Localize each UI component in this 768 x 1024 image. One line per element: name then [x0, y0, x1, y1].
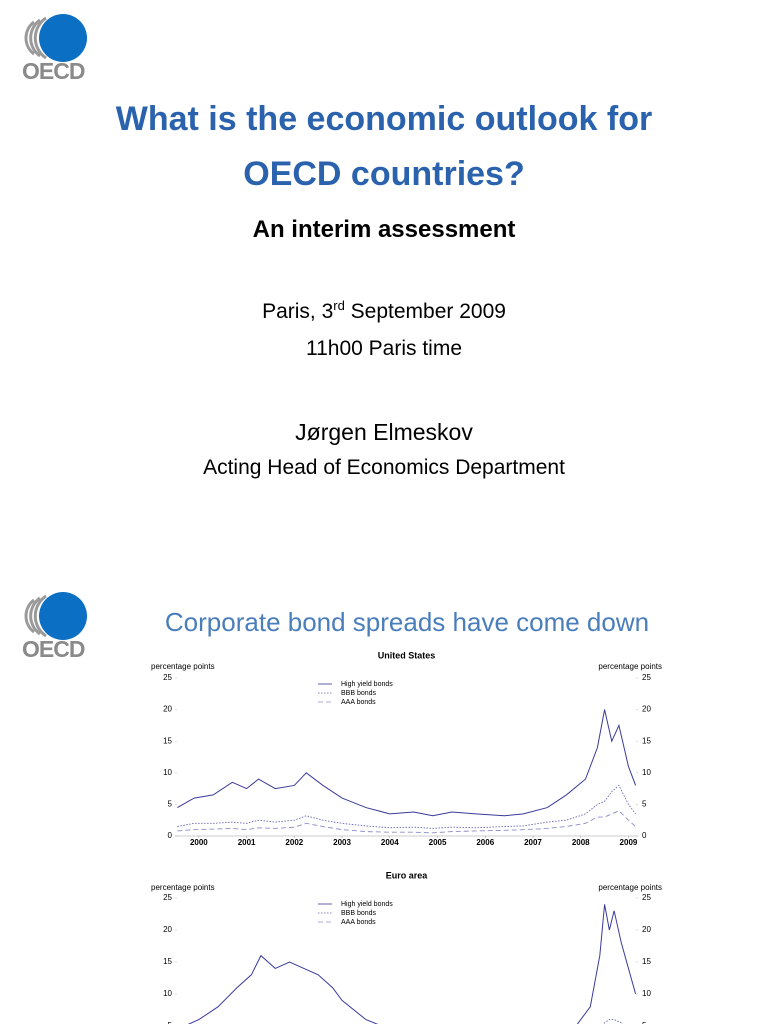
- y2-axis-label: percentage points: [598, 883, 662, 892]
- y2-tick-label: 10: [642, 989, 651, 998]
- y-tick-label: 0: [168, 831, 173, 840]
- y2-tick-label: 10: [642, 768, 651, 777]
- series-line: [177, 709, 637, 817]
- x-tick-label: 2008: [572, 838, 590, 847]
- y2-tick-label: 0: [642, 831, 647, 840]
- legend-label: AAA bonds: [341, 699, 376, 706]
- oecd-logo: OECD: [22, 592, 87, 662]
- y2-axis-label: percentage points: [598, 662, 662, 671]
- legend-label: BBB bonds: [341, 690, 377, 697]
- y2-tick-label: 5: [642, 1021, 647, 1024]
- x-tick-label: 2001: [238, 838, 256, 847]
- time: 11h00 Paris time: [305, 337, 463, 360]
- presenter-role: Acting Head of Economics Department: [203, 456, 565, 479]
- y2-tick-label: 25: [642, 673, 651, 682]
- y-tick-label: 10: [163, 768, 172, 777]
- y-tick-label: 20: [163, 925, 172, 934]
- date-text: Paris, 3: [262, 300, 334, 323]
- series-line: [177, 810, 636, 834]
- oecd-logo: OECD: [22, 14, 87, 84]
- x-tick-label: 2009: [620, 838, 638, 847]
- legend-label: BBB bonds: [341, 910, 377, 917]
- subtitle: An interim assessment: [252, 216, 516, 243]
- legend-label: AAA bonds: [341, 919, 376, 926]
- date: Paris, 3rd September 2009: [0, 298, 768, 324]
- x-tick-label: 2000: [190, 838, 208, 847]
- y-axis-label: percentage points: [151, 883, 215, 892]
- series-line: [177, 784, 636, 829]
- date-superscript: rd: [333, 298, 345, 313]
- x-tick-label: 2003: [333, 838, 351, 847]
- y2-tick-label: 15: [642, 736, 651, 745]
- y2-tick-label: 20: [642, 705, 651, 714]
- y2-tick-label: 20: [642, 925, 651, 934]
- slide-title: Corporate bond spreads have come down: [164, 607, 650, 637]
- y-tick-label: 5: [168, 800, 173, 809]
- y-tick-label: 15: [163, 736, 172, 745]
- y-tick-label: 5: [168, 1021, 173, 1024]
- presenter-name: Jørgen Elmeskov: [295, 419, 473, 445]
- x-tick-label: 2002: [285, 838, 303, 847]
- title: What is the economic outlook for OECD co…: [115, 100, 653, 193]
- y-tick-label: 25: [163, 673, 172, 682]
- y-tick-label: 15: [163, 957, 172, 966]
- chart-title: United States: [378, 650, 436, 660]
- logo-text: OECD: [22, 636, 85, 662]
- legend-label: High yield bonds: [341, 681, 393, 688]
- y2-tick-label: 25: [642, 893, 651, 902]
- y-tick-label: 25: [163, 893, 172, 902]
- legend-label: High yield bonds: [341, 901, 393, 908]
- y-tick-label: 10: [163, 989, 172, 998]
- y-tick-label: 20: [163, 705, 172, 714]
- y2-tick-label: 15: [642, 957, 651, 966]
- x-tick-label: 2004: [381, 838, 399, 847]
- x-tick-label: 2006: [476, 838, 494, 847]
- chart-title: Euro area: [386, 870, 429, 880]
- series-line: [187, 904, 637, 1024]
- x-tick-label: 2005: [429, 838, 447, 847]
- series-line: [603, 1019, 624, 1024]
- logo-text: OECD: [22, 58, 85, 84]
- x-tick-label: 2007: [524, 838, 542, 847]
- y-axis-label: percentage points: [151, 662, 215, 671]
- date-text: September 2009: [344, 300, 506, 323]
- y2-tick-label: 5: [642, 800, 647, 809]
